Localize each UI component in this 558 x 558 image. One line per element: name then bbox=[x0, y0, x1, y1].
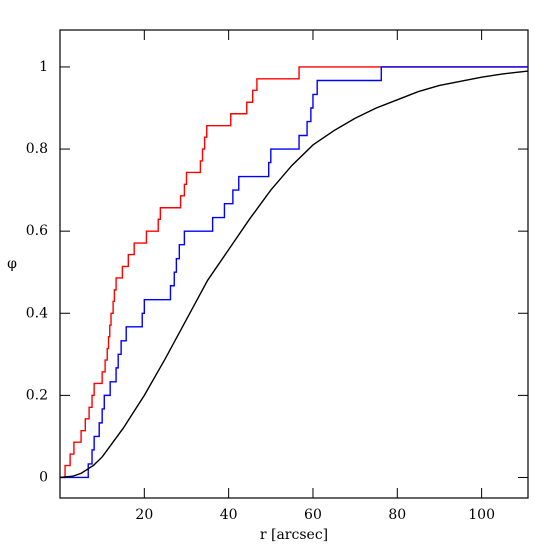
y-tick-label: 0.6 bbox=[26, 223, 48, 239]
y-axis-label: φ bbox=[7, 256, 17, 272]
plot-frame bbox=[59, 29, 529, 499]
y-tick-label: 0.2 bbox=[26, 387, 48, 403]
cdf-line bbox=[60, 66, 528, 479]
y-tick-label: 0.4 bbox=[26, 305, 48, 321]
y-tick-label: 1 bbox=[39, 59, 48, 75]
x-axis-label: r [arcsec] bbox=[260, 527, 328, 543]
x-tick-label: 80 bbox=[388, 507, 406, 523]
cdf-line bbox=[59, 70, 529, 479]
x-tick-label: 100 bbox=[468, 507, 495, 523]
y-tick-label: 0 bbox=[39, 469, 48, 485]
cdf-line bbox=[60, 66, 528, 479]
x-tick-label: 20 bbox=[135, 507, 153, 523]
y-tick-label: 0.8 bbox=[26, 141, 48, 157]
x-tick-label: 40 bbox=[220, 507, 238, 523]
x-tick-label: 60 bbox=[304, 507, 322, 523]
